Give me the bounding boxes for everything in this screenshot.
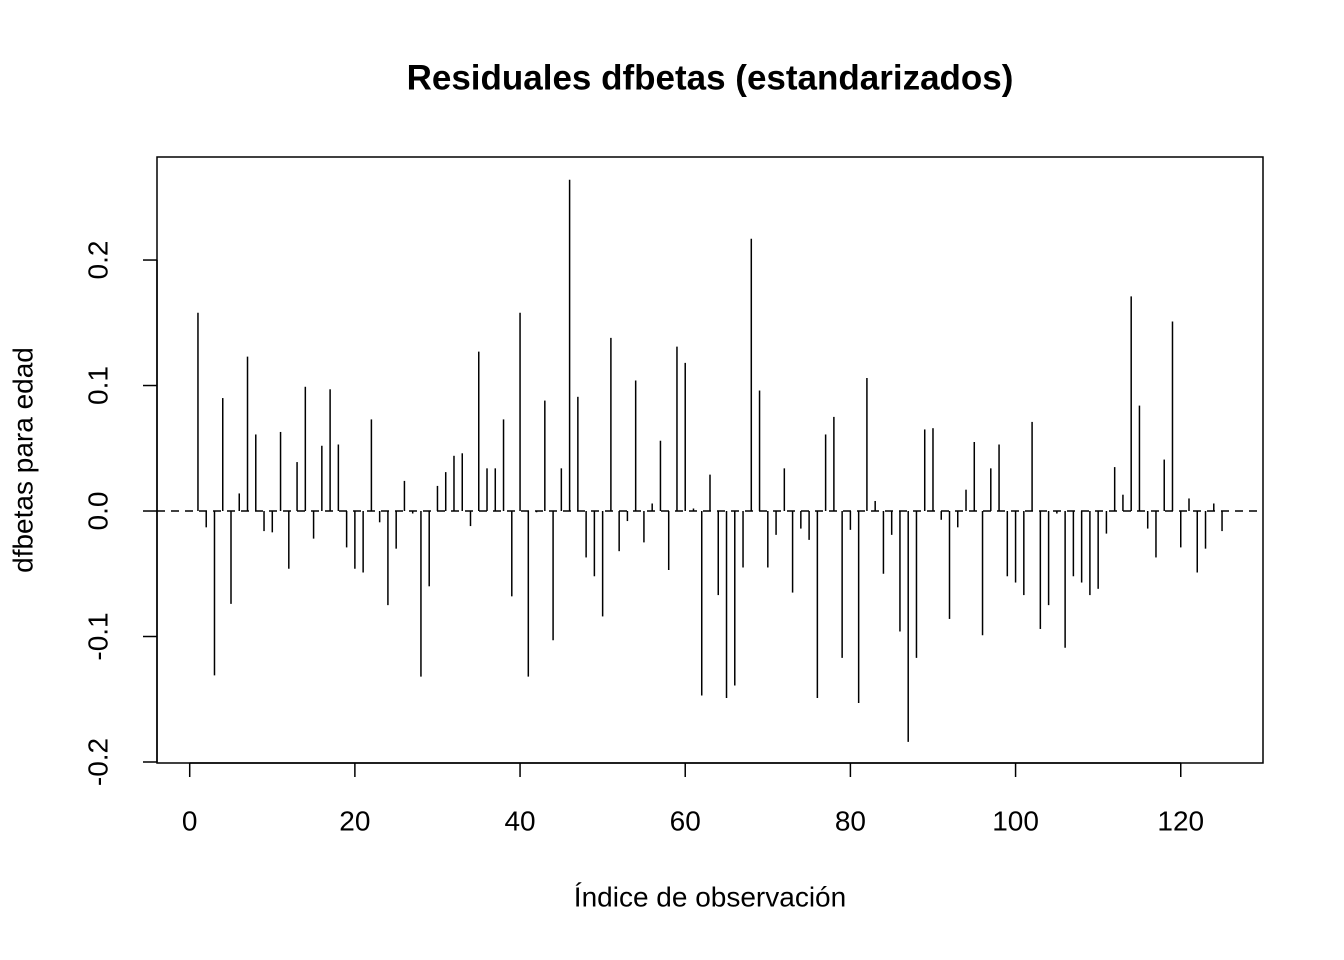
x-tick-label: 0 bbox=[182, 805, 198, 836]
x-axis-title: Índice de observación bbox=[574, 881, 846, 912]
y-tick-label: 0.1 bbox=[82, 366, 113, 405]
x-tick-label: 60 bbox=[670, 805, 701, 836]
y-tick-label: 0.0 bbox=[82, 492, 113, 531]
x-tick-label: 40 bbox=[504, 805, 535, 836]
x-tick-label: 20 bbox=[339, 805, 370, 836]
x-tick-label: 100 bbox=[992, 805, 1039, 836]
chart-title: Residuales dfbetas (estandarizados) bbox=[407, 58, 1014, 97]
y-axis-title: dfbetas para edad bbox=[7, 347, 38, 573]
y-tick-label: -0.1 bbox=[82, 612, 113, 660]
plot-frame bbox=[156, 156, 1264, 764]
y-tick-label: -0.2 bbox=[82, 738, 113, 786]
x-tick-label: 120 bbox=[1157, 805, 1204, 836]
x-tick-label: 80 bbox=[835, 805, 866, 836]
y-tick-label: 0.2 bbox=[82, 241, 113, 280]
